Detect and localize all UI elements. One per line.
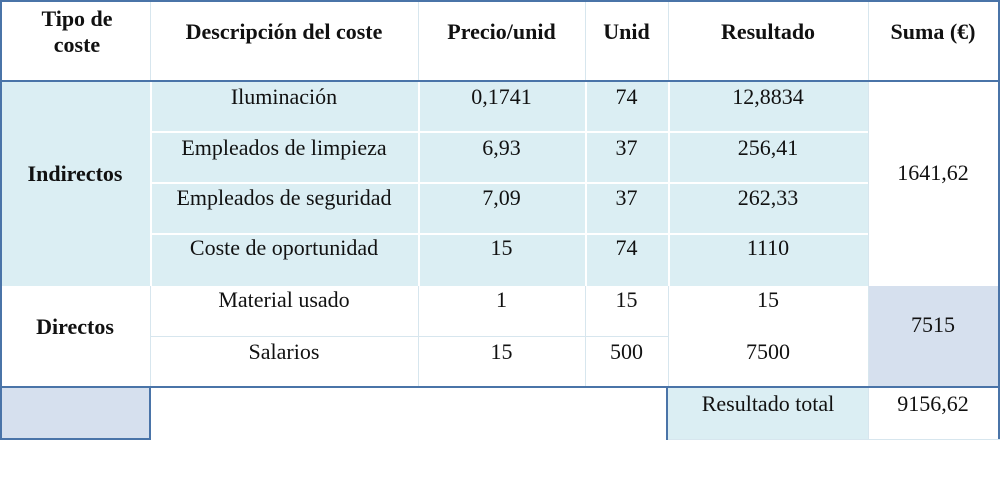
empty-cell-border-right (149, 386, 151, 440)
grid-line (868, 0, 869, 440)
row-descripcion: Iluminación (230, 84, 338, 109)
row-precio: 1 (496, 287, 507, 312)
header-descripcion: Descripción del coste (185, 19, 383, 44)
row-unid: 74 (615, 84, 638, 109)
header-resultado: Resultado (720, 19, 816, 44)
group-suma-directos: 7515 (911, 312, 955, 337)
header-tipo: Tipo de coste (41, 6, 113, 57)
row-divider (150, 233, 868, 235)
row-unid: 500 (610, 339, 643, 364)
row-unid: 15 (615, 287, 638, 312)
row-resultado: 15 (757, 287, 779, 312)
row-resultado: 7500 (746, 339, 790, 364)
table-border-top (0, 0, 1000, 2)
group-suma-indirectos: 1641,62 (897, 160, 969, 185)
row-resultado: 1110 (746, 235, 790, 260)
table-border-left (0, 0, 2, 440)
col-divider (668, 81, 670, 286)
total-value: 9156,62 (897, 391, 969, 416)
row-divider (150, 131, 868, 133)
header-unid: Unid (603, 19, 650, 44)
row-precio: 7,09 (482, 185, 521, 210)
total-border-bottom (668, 439, 1000, 440)
row-precio: 15 (490, 235, 513, 260)
row-descripcion: Salarios (248, 339, 320, 364)
header-suma: Suma (€) (890, 19, 976, 44)
row-descripcion: Empleados de limpieza (181, 135, 387, 160)
indirectos-suma-band (868, 81, 1000, 286)
empty-cell-border-bottom (0, 438, 150, 440)
header-border-bottom (0, 80, 1000, 82)
empty-total-left-band (0, 388, 150, 440)
directos-suma-band (868, 286, 1000, 387)
row-precio: 0,1741 (471, 84, 532, 109)
header-precio: Precio/unid (447, 19, 556, 44)
body-border-bottom (0, 386, 1000, 388)
group-tipo-indirectos: Indirectos (27, 161, 123, 186)
group-tipo-directos: Directos (36, 314, 114, 339)
col-divider (585, 81, 587, 286)
row-resultado: 262,33 (737, 185, 799, 210)
col-divider (150, 81, 152, 286)
total-label-border-left (666, 386, 668, 440)
table-border-right (998, 0, 1000, 440)
row-divider (150, 336, 668, 337)
col-divider (418, 81, 420, 286)
row-precio: 15 (490, 339, 513, 364)
row-descripcion: Coste de oportunidad (189, 235, 379, 260)
row-unid: 37 (615, 185, 638, 210)
total-label-band (668, 388, 868, 440)
row-descripcion: Empleados de seguridad (176, 185, 392, 210)
row-descripcion: Material usado (218, 287, 350, 312)
row-divider (150, 182, 868, 184)
row-precio: 6,93 (482, 135, 521, 160)
total-label: Resultado total (701, 391, 835, 416)
row-unid: 74 (615, 235, 638, 260)
row-resultado: 256,41 (737, 135, 799, 160)
row-resultado: 12,8834 (732, 84, 804, 109)
row-unid: 37 (615, 135, 638, 160)
